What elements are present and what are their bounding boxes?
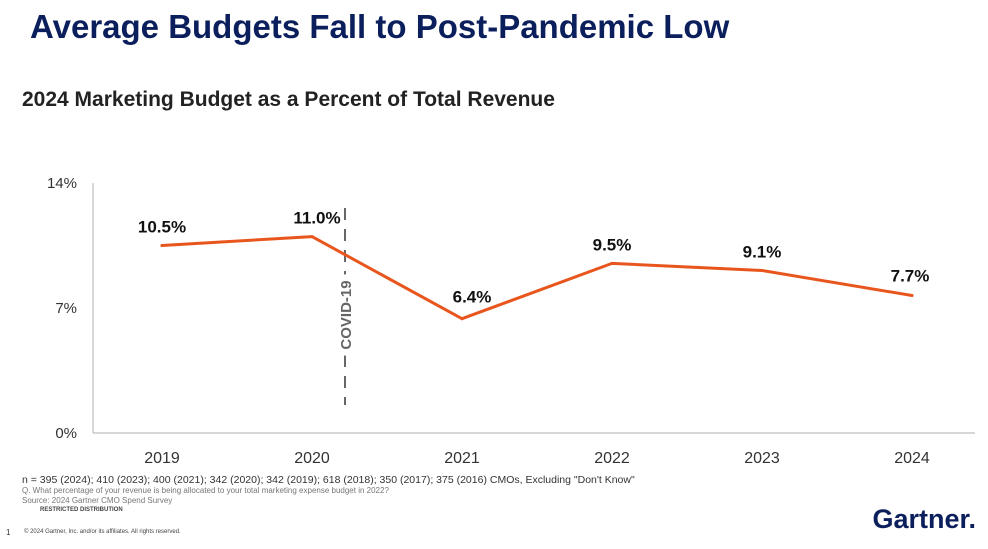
data-label: 9.5% (593, 235, 632, 254)
data-label: 11.0% (293, 209, 340, 228)
data-point (160, 244, 164, 247)
data-label: 7.7% (891, 267, 930, 286)
x-tick-label: 2021 (444, 450, 480, 467)
covid-label-backing (335, 274, 355, 356)
x-tick-label: 2023 (744, 450, 780, 467)
y-tick-label: 7% (55, 300, 77, 317)
chart-subtitle: 2024 Marketing Budget as a Percent of To… (22, 88, 555, 111)
data-point (610, 261, 614, 265)
source-note: Source: 2024 Gartner CMO Spend Survey (22, 496, 173, 505)
series-line (160, 235, 914, 321)
data-point (910, 294, 914, 297)
x-tick-label: 2019 (144, 450, 180, 467)
footnotes: n = 395 (2024); 410 (2023); 400 (2021); … (22, 474, 842, 514)
sample-note: n = 395 (2024); 410 (2023); 400 (2021); … (22, 474, 635, 486)
page-headline: Average Budgets Fall to Post-Pandemic Lo… (30, 8, 730, 45)
page-number: 1 (6, 528, 11, 537)
data-point (310, 235, 314, 239)
x-tick-label: 2022 (594, 450, 630, 467)
distribution-note: RESTRICTED DISTRIBUTION (40, 507, 123, 513)
x-tick-label: 2020 (294, 450, 330, 467)
y-tick-label: 0% (55, 425, 77, 442)
gartner-logo: Gartner. (872, 504, 976, 534)
data-point (760, 269, 764, 272)
data-label: 10.5% (138, 218, 186, 237)
data-point (460, 317, 464, 321)
covid-annotation-label: COVID-19 (338, 280, 355, 349)
line-chart: 14% 7% 0% 2019 2020 2021 2022 2023 2024 COVID-19 1… (47, 175, 975, 467)
data-label: 9.1% (743, 243, 782, 262)
question-note: Q. What percentage of your revenue is be… (22, 486, 389, 495)
x-tick-label: 2024 (894, 450, 930, 467)
copyright-note: © 2024 Gartner, Inc. and/or its affiliat… (24, 529, 181, 535)
y-tick-label: 14% (47, 175, 77, 192)
data-label: 6.4% (453, 288, 492, 307)
